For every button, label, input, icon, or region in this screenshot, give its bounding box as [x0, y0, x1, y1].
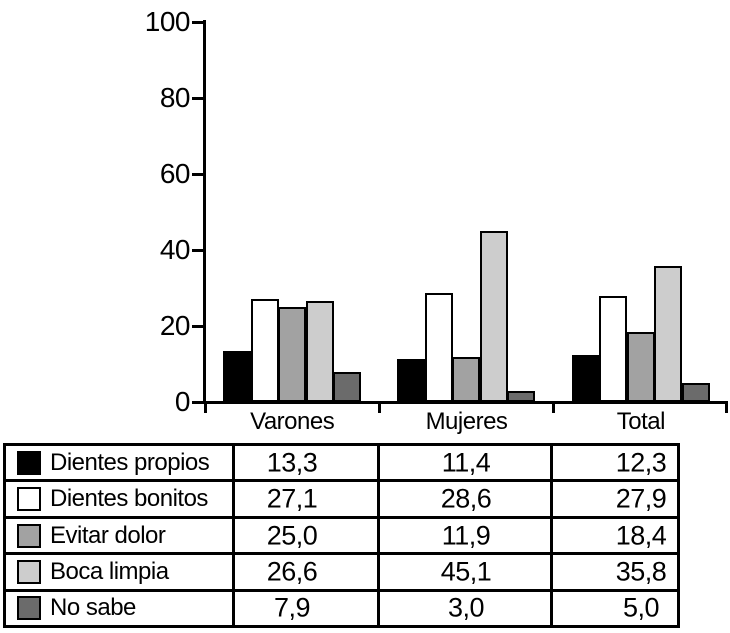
y-axis-tick [192, 400, 204, 404]
table-column-divider [232, 446, 235, 625]
bar-chart: 0 20 40 60 80 100 Varones Mujeres Total [144, 6, 728, 435]
legend-label: Boca limpia [50, 557, 169, 585]
legend-label: Dientes bonitos [50, 485, 208, 513]
bar-dientes-propios [223, 351, 251, 402]
y-axis-tick-label: 80 [159, 82, 191, 113]
table-row: Evitar dolor 25,0 11,9 18,4 [6, 515, 677, 552]
x-axis-tick [552, 403, 556, 413]
table-value: 35,8 [615, 556, 667, 587]
bar-dientes-propios [397, 358, 426, 402]
table-column-divider [377, 446, 380, 625]
legend-swatch [17, 559, 41, 584]
bar-no-sabe [333, 371, 361, 402]
table-value: 27,1 [266, 483, 318, 514]
table-value: 28,6 [440, 483, 492, 514]
bar-boca-limpia [479, 230, 508, 402]
y-axis-tick-label: 20 [159, 310, 191, 341]
y-axis-tick-label: 100 [144, 6, 191, 37]
bar-evitar-dolor [626, 332, 655, 402]
bar-no-sabe [507, 390, 536, 402]
table-row: Dientes bonitos 27,1 28,6 27,9 [6, 479, 677, 515]
table-value: 5,0 [622, 592, 660, 623]
table-row: No sabe 7,9 3,0 5,0 [6, 588, 677, 625]
y-axis-tick [192, 324, 204, 328]
x-axis-tick [203, 403, 207, 413]
legend-swatch [17, 523, 41, 548]
table-value: 13,3 [266, 447, 318, 478]
table-row: Boca limpia 26,6 45,1 35,8 [6, 552, 677, 588]
table-value: 7,9 [273, 592, 311, 623]
bar-dientes-propios [571, 355, 600, 402]
table-value: 25,0 [266, 520, 318, 551]
bar-boca-limpia [654, 265, 683, 402]
bar-dientes-bonitos [250, 299, 279, 402]
x-axis-category-label: Varones [250, 408, 335, 435]
bar-dientes-bonitos [599, 295, 628, 402]
y-axis-tick [192, 96, 204, 100]
table-value: 27,9 [615, 483, 667, 514]
legend-label: No sabe [50, 594, 136, 622]
legend-swatch [17, 450, 41, 475]
table-value: 11,9 [441, 520, 491, 551]
y-axis-tick [192, 172, 204, 176]
bar-dientes-bonitos [424, 293, 453, 402]
bar-evitar-dolor [278, 307, 306, 402]
y-axis-line [203, 20, 206, 404]
legend-table: Dientes propios 13,3 11,4 12,3 Dientes bonit… [3, 443, 680, 628]
legend-label: Dientes propios [50, 448, 210, 476]
bar-no-sabe [681, 383, 710, 402]
table-value: 12,3 [615, 447, 667, 478]
y-axis-tick-label: 60 [159, 158, 191, 189]
x-axis-tick [724, 403, 728, 413]
legend-swatch [17, 596, 41, 621]
x-axis-category-label: Total [616, 408, 666, 435]
table-value: 26,6 [266, 556, 318, 587]
table-value: 3,0 [447, 592, 485, 623]
y-axis-tick-label: 0 [174, 386, 191, 417]
y-axis-tick [192, 248, 204, 252]
bar-boca-limpia [305, 300, 334, 402]
table-column-divider [550, 446, 553, 625]
table-row: Dientes propios 13,3 11,4 12,3 [6, 446, 677, 479]
table-value: 11,4 [441, 447, 491, 478]
table-value: 18,4 [615, 520, 667, 551]
x-axis-category-label: Mujeres [425, 408, 508, 435]
x-axis-line [203, 401, 728, 404]
legend-label: Evitar dolor [50, 521, 166, 549]
y-axis-tick-label: 40 [159, 234, 191, 265]
bar-evitar-dolor [452, 356, 481, 402]
y-axis-tick [192, 20, 204, 24]
legend-swatch [17, 487, 41, 512]
x-axis-tick [377, 403, 381, 413]
table-value: 45,1 [440, 556, 492, 587]
